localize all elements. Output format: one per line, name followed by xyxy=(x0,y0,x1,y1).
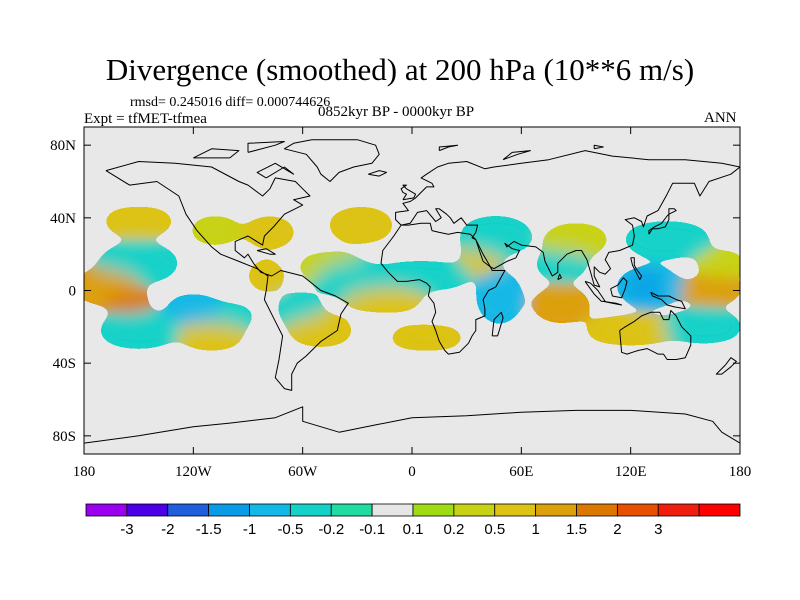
colorbar-swatch-6 xyxy=(330,503,373,517)
coastline-22 xyxy=(502,150,531,161)
colorbar-swatch-13 xyxy=(616,503,659,517)
coastline-20 xyxy=(247,141,285,153)
colorbar-swatch-8 xyxy=(412,503,455,517)
field-anomaly-19 xyxy=(459,217,533,255)
field-anomaly-23 xyxy=(663,312,740,342)
coastline-4 xyxy=(619,310,692,360)
field-anomaly-25 xyxy=(166,295,221,322)
coastline-8 xyxy=(610,277,628,299)
field-anomaly-22 xyxy=(623,223,711,256)
coastline-layer xyxy=(84,139,740,444)
lon-tick-label: 120E xyxy=(615,464,647,480)
colorbar-label: -1.5 xyxy=(196,521,222,538)
colorbar-label: 0.5 xyxy=(484,521,505,538)
lon-tick-label: 120W xyxy=(175,464,213,480)
field-anomaly-31 xyxy=(627,275,664,298)
lon-tick-label: 180 xyxy=(729,464,752,480)
colorbar-swatch-14 xyxy=(657,503,700,517)
colorbar-label: 1.5 xyxy=(566,521,587,538)
field-anomaly-5 xyxy=(102,208,176,235)
coastline-19 xyxy=(193,148,240,159)
colorbar-label: 0.2 xyxy=(443,521,464,538)
colorbar-swatch-4 xyxy=(249,503,291,517)
field-anomaly-14 xyxy=(328,208,394,242)
field-anomaly-6 xyxy=(98,314,179,347)
coastline-24 xyxy=(438,144,459,152)
colorbar-swatch-7 xyxy=(371,503,414,517)
season-label: ANN xyxy=(704,110,737,126)
colorbar-label: 3 xyxy=(654,521,662,538)
field-anomaly-26 xyxy=(477,272,522,324)
coastline-5 xyxy=(283,139,380,182)
lon-tick-label: 0 xyxy=(408,464,416,480)
coastline-7 xyxy=(603,300,623,306)
field-anomaly-30 xyxy=(107,292,152,311)
colorbar-label: -0.1 xyxy=(359,521,385,538)
field-anomaly-8 xyxy=(178,323,245,349)
colorbar-swatch-15 xyxy=(698,503,741,517)
lat-tick-label: 0 xyxy=(69,284,77,300)
period-label: 0852kyr BP - 0000kyr BP xyxy=(318,104,475,120)
field-anomaly-15 xyxy=(344,288,425,311)
map-title: Divergence (smoothed) at 200 hPa (10**6 … xyxy=(105,52,695,87)
colorbar-label: -0.2 xyxy=(318,521,344,538)
lon-tick-label: 180 xyxy=(73,464,96,480)
colorbar-swatch-11 xyxy=(535,503,577,517)
coastline-21 xyxy=(256,162,295,179)
coastline-16 xyxy=(557,273,562,281)
coastline-3 xyxy=(491,311,504,337)
colorbar-swatch-1 xyxy=(126,503,169,517)
lon-tick-label: 60E xyxy=(509,464,533,480)
coastline-14 xyxy=(368,170,387,177)
colorbar-swatch-12 xyxy=(576,503,618,517)
colorbar-swatch-3 xyxy=(208,503,250,517)
colorbar-label: 2 xyxy=(613,521,621,538)
field-anomaly-3 xyxy=(696,252,740,275)
coastline-10 xyxy=(630,257,643,281)
lat-tick-label: 80S xyxy=(53,429,76,445)
field-anomaly-29 xyxy=(679,279,740,302)
colorbar-label: -1 xyxy=(243,521,256,538)
lon-tick-label: 60W xyxy=(288,464,318,480)
colorbar-label: -2 xyxy=(161,521,174,538)
field-anomaly-13 xyxy=(315,263,389,296)
coastline-9 xyxy=(650,291,686,310)
field-anomaly-16 xyxy=(370,263,473,289)
field-anomaly-17 xyxy=(386,326,467,349)
field-anomaly-11 xyxy=(277,294,321,324)
colorbar-swatch-0 xyxy=(85,503,128,517)
coastline-23 xyxy=(593,144,604,150)
coastline-2 xyxy=(380,222,506,355)
colorbar-label: 0.1 xyxy=(403,521,424,538)
coastline-17 xyxy=(256,248,276,255)
field-anomaly-9 xyxy=(244,217,296,247)
lat-tick-label: 80N xyxy=(50,138,76,154)
field-anomaly-12 xyxy=(288,315,354,345)
coastline-0 xyxy=(105,161,349,391)
colorbar-swatch-5 xyxy=(289,503,332,517)
field-anomaly-20 xyxy=(534,252,589,278)
colorbar-label: -3 xyxy=(120,521,133,538)
colorbar-label: 1 xyxy=(531,521,539,538)
colorbar-swatch-9 xyxy=(453,503,496,517)
lat-tick-label: 40S xyxy=(53,356,76,372)
colorbar-swatch-10 xyxy=(494,503,537,517)
field-anomaly-21 xyxy=(583,317,679,344)
coastline-18 xyxy=(84,406,740,444)
field-anomaly-10 xyxy=(248,261,285,291)
coastline-12 xyxy=(668,208,677,215)
experiment-label: Expt = tfMET-tfmea xyxy=(84,111,207,127)
colorbar-label: -0.5 xyxy=(277,521,303,538)
colorbar-swatch-2 xyxy=(167,503,210,517)
axis-ticks: 80N 40N 0 40S 80S 180 120W 60W 0 60E 120E 180 xyxy=(50,127,751,480)
field-anomaly-27 xyxy=(532,288,591,322)
coastline-13 xyxy=(400,184,417,201)
lat-tick-label: 40N xyxy=(50,211,76,227)
field-anomaly-2 xyxy=(543,225,609,255)
rmsd-diff-text: rmsd= 0.245016 diff= 0.000744626 xyxy=(130,95,331,110)
coastline-15 xyxy=(715,357,737,375)
colorbar: -3 -2 -1.5 -1 -0.5 -0.2 -0.1 0.1 0.2 0.5 1 1.5 2 3 xyxy=(85,503,741,538)
